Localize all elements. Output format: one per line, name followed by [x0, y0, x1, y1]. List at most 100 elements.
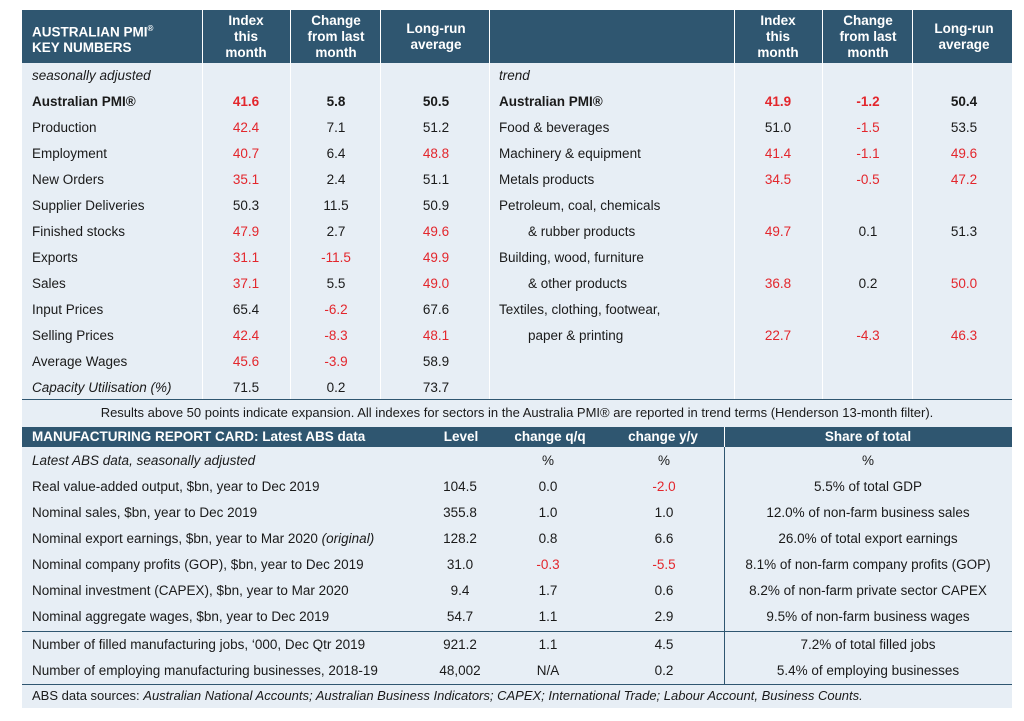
- row-label: Textiles, clothing, footwear,: [499, 302, 661, 317]
- yy-value: 0.6: [654, 583, 674, 598]
- change-value: 7.1: [326, 120, 346, 135]
- index-value: 42.4: [232, 120, 260, 135]
- qq-value: 1.0: [538, 505, 558, 520]
- row-label: Nominal investment (CAPEX), $bn, year to…: [32, 583, 349, 598]
- index-value: 71.5: [232, 380, 260, 395]
- footer-divider: [22, 684, 1012, 685]
- row-label: Number of employing manufacturing busine…: [32, 663, 378, 678]
- expansion-note: Results above 50 points indicate expansi…: [100, 405, 934, 420]
- longrun-value: 51.2: [422, 120, 450, 135]
- row-label: Supplier Deliveries: [32, 198, 145, 213]
- yy-value: -5.5: [652, 557, 676, 572]
- change-value: 2.4: [326, 172, 346, 187]
- longrun-value: 50.9: [422, 198, 450, 213]
- longrun-value: 48.1: [422, 328, 450, 343]
- index-value: 40.7: [232, 146, 260, 161]
- longrun-value: 46.3: [950, 328, 978, 343]
- index-value: 36.8: [764, 276, 792, 291]
- row-label: Building, wood, furniture: [499, 250, 644, 265]
- level-value: 48,002: [439, 663, 481, 678]
- report-title: MANUFACTURING REPORT CARD: Latest ABS da…: [32, 429, 366, 444]
- change-value: 5.8: [326, 94, 346, 109]
- change-value: -6.2: [324, 302, 348, 317]
- section-divider: [22, 399, 1012, 400]
- yy-value: -2.0: [652, 479, 676, 494]
- row-label: Employment: [32, 146, 108, 161]
- header-change-qq: change q/q: [514, 429, 586, 444]
- row-label: Australian PMI®: [32, 94, 136, 109]
- right-section-label: trend: [499, 68, 530, 83]
- longrun-value: 47.2: [950, 172, 978, 187]
- change-value: 5.5: [326, 276, 346, 291]
- yy-unit: %: [657, 453, 670, 468]
- share-value: 9.5% of non-farm business wages: [766, 609, 970, 624]
- change-value: 11.5: [323, 198, 349, 213]
- row-label: Australian PMI®: [499, 94, 603, 109]
- pmi-header-band: [22, 10, 1012, 63]
- index-value: 65.4: [232, 302, 260, 317]
- share-value: 5.5% of total GDP: [813, 479, 923, 494]
- longrun-value: 53.5: [950, 120, 978, 135]
- longrun-value: 49.9: [422, 250, 450, 265]
- row-label: & rubber products: [528, 224, 636, 239]
- sources-prefix: ABS data sources:: [32, 688, 144, 703]
- index-value: 41.9: [764, 94, 792, 109]
- report-header-band: [22, 427, 1012, 447]
- col-divider: [202, 10, 203, 399]
- share-value: 26.0% of total export earnings: [778, 531, 958, 546]
- qq-value: -0.3: [536, 557, 560, 572]
- change-value: -1.2: [856, 94, 880, 109]
- header-share: Share of total: [824, 429, 912, 444]
- longrun-value: 49.6: [950, 146, 978, 161]
- change-value: -1.5: [856, 120, 880, 135]
- index-value: 34.5: [764, 172, 792, 187]
- row-label: Average Wages: [32, 354, 128, 369]
- col-divider: [822, 10, 823, 399]
- longrun-value: 73.7: [422, 380, 450, 395]
- index-value: 35.1: [232, 172, 260, 187]
- header-index-right: Index this month: [757, 13, 799, 60]
- share-value: 5.4% of employing businesses: [776, 663, 960, 678]
- level-value: 128.2: [443, 531, 477, 546]
- header-index-left: Index this month: [225, 13, 267, 60]
- row-label: Number of filled manufacturing jobs, ‘00…: [32, 637, 366, 652]
- longrun-value: 48.8: [422, 146, 450, 161]
- change-value: -8.3: [324, 328, 348, 343]
- index-value: 42.4: [232, 328, 260, 343]
- header-change-right: Change from last month: [839, 13, 897, 60]
- report-subheader: Latest ABS data, seasonally adjusted: [32, 453, 256, 468]
- col-divider: [489, 10, 490, 399]
- change-value: -3.9: [324, 354, 348, 369]
- yy-value: 6.6: [654, 531, 674, 546]
- yy-value: 0.2: [654, 663, 674, 678]
- change-value: -0.5: [856, 172, 880, 187]
- change-value: 0.2: [858, 276, 878, 291]
- change-value: 6.4: [326, 146, 346, 161]
- row-label-italic: (original): [321, 531, 375, 546]
- longrun-value: 49.6: [422, 224, 450, 239]
- longrun-value: 49.0: [422, 276, 450, 291]
- level-value: 355.8: [443, 505, 477, 520]
- header-longrun-left: Long-run average: [406, 21, 466, 52]
- longrun-value: 51.1: [422, 172, 450, 187]
- row-label: Machinery & equipment: [499, 146, 641, 161]
- pmi-title: AUSTRALIAN PMI® KEY NUMBERS: [32, 24, 154, 55]
- col-divider: [290, 10, 291, 399]
- share-unit: %: [861, 453, 874, 468]
- row-label: Nominal company profits (GOP), $bn, year…: [32, 557, 364, 572]
- row-label: Production: [32, 120, 97, 135]
- longrun-value: 51.3: [950, 224, 978, 239]
- row-label: Sales: [32, 276, 66, 291]
- change-value: -4.3: [856, 328, 880, 343]
- row-label: New Orders: [32, 172, 105, 187]
- index-value: 50.3: [232, 198, 260, 213]
- share-value: 12.0% of non-farm business sales: [766, 505, 970, 520]
- qq-value: 1.1: [538, 637, 558, 652]
- col-divider: [380, 10, 381, 399]
- qq-value: 0.0: [538, 479, 558, 494]
- row-label: Metals products: [499, 172, 595, 187]
- row-label: Exports: [32, 250, 78, 265]
- qq-value: N/A: [536, 663, 560, 678]
- share-value: 8.1% of non-farm company profits (GOP): [745, 557, 991, 572]
- row-label: Input Prices: [32, 302, 104, 317]
